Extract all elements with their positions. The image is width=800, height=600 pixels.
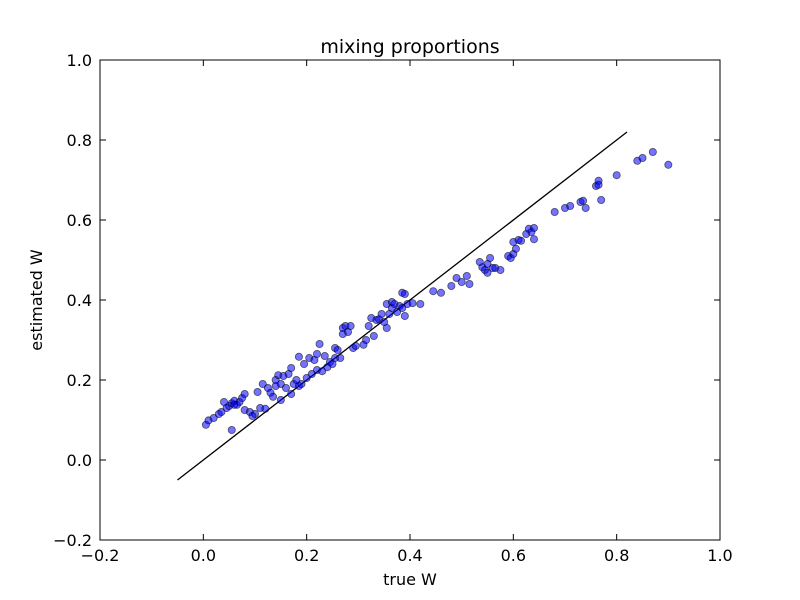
data-point	[307, 369, 316, 378]
data-point	[594, 180, 603, 189]
y-tick-label: 1.0	[67, 51, 92, 70]
data-point	[300, 359, 309, 368]
x-tick-label: −0.2	[81, 546, 120, 565]
data-point	[320, 351, 329, 360]
data-point	[276, 395, 285, 404]
data-point	[486, 253, 495, 262]
data-point	[377, 309, 386, 318]
data-point	[400, 289, 409, 298]
data-point	[227, 425, 236, 434]
axes-frame	[99, 59, 721, 541]
data-point	[281, 383, 290, 392]
data-point	[333, 345, 342, 354]
x-tick-label: 0.2	[294, 546, 319, 565]
data-point	[217, 407, 226, 416]
data-point	[276, 379, 285, 388]
data-point	[297, 379, 306, 388]
data-point	[400, 311, 409, 320]
y-tick-label: 0.6	[67, 211, 92, 230]
y-tick-label: 0.8	[67, 131, 92, 150]
data-point	[362, 335, 371, 344]
data-point	[209, 413, 218, 422]
data-point	[351, 341, 360, 350]
data-point	[429, 287, 438, 296]
data-point	[269, 392, 278, 401]
y-tick-label: 0.2	[67, 371, 92, 390]
data-point	[248, 411, 257, 420]
data-point	[258, 379, 267, 388]
data-point	[287, 389, 296, 398]
chart-title: mixing proportions	[320, 36, 499, 58]
data-point	[302, 373, 311, 382]
data-point	[408, 299, 417, 308]
data-point	[452, 273, 461, 282]
data-point	[336, 353, 345, 362]
data-point	[287, 363, 296, 372]
data-point	[315, 339, 324, 348]
y-tick-label: −0.2	[53, 531, 92, 550]
data-point	[312, 349, 321, 358]
x-tick-label: 0.4	[397, 546, 422, 565]
data-point	[638, 153, 647, 162]
data-point	[597, 195, 606, 204]
data-point	[550, 207, 559, 216]
data-point	[294, 352, 303, 361]
data-point	[581, 203, 590, 212]
data-point	[465, 279, 474, 288]
data-point	[240, 389, 249, 398]
data-point	[382, 323, 391, 332]
data-point	[664, 160, 673, 169]
data-point	[612, 171, 621, 180]
data-point	[511, 244, 520, 253]
data-point	[579, 196, 588, 205]
x-tick-label: 0.0	[191, 546, 216, 565]
data-point	[483, 268, 492, 277]
data-point	[369, 331, 378, 340]
data-point	[261, 404, 270, 413]
data-point	[416, 299, 425, 308]
data-point	[230, 400, 239, 409]
data-point	[447, 281, 456, 290]
data-point	[364, 321, 373, 330]
data-point	[457, 277, 466, 286]
data-point	[398, 303, 407, 312]
data-point	[436, 288, 445, 297]
y-tick-label: 0.4	[67, 291, 92, 310]
data-point	[496, 265, 505, 274]
x-tick-label: 0.6	[501, 546, 526, 565]
data-point	[648, 147, 657, 156]
y-tick-label: 0.0	[67, 451, 92, 470]
data-point	[462, 271, 471, 280]
data-point	[566, 201, 575, 210]
plot-area: −0.2 0.0 0.2 0.4 0.6 0.8 1.0 −0.2 0.0 0.2 0.4 0.6 0.…	[53, 51, 733, 565]
data-point	[517, 236, 526, 245]
data-point	[253, 387, 262, 396]
data-point	[530, 235, 539, 244]
data-point	[346, 321, 355, 330]
x-tick-label: 0.8	[604, 546, 629, 565]
x-axis-label: true W	[383, 570, 437, 589]
y-axis-label: estimated W	[27, 249, 46, 351]
x-tick-label: 1.0	[707, 546, 732, 565]
data-point	[530, 223, 539, 232]
data-point	[318, 367, 327, 376]
